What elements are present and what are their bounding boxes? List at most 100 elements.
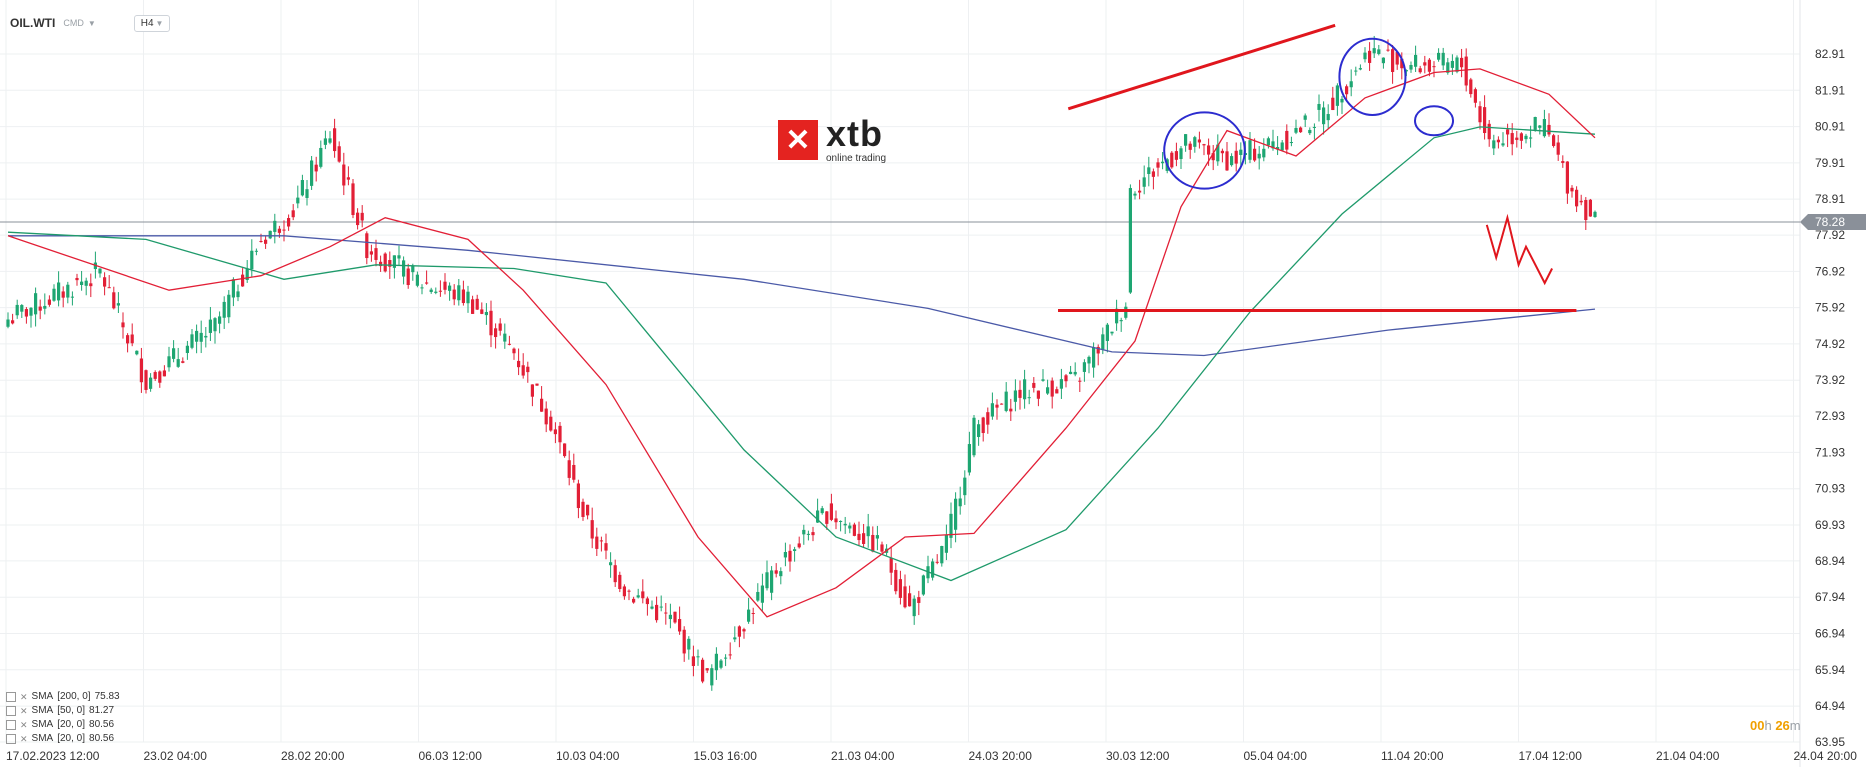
candle-down [981,417,985,434]
candle-up [875,535,879,539]
symbol-name[interactable]: OIL.WTI [10,16,56,30]
candle-up [411,265,415,273]
candle-up [116,303,120,306]
y-tick-label: 65.94 [1815,663,1845,677]
candle-down [986,412,990,425]
candle-down [622,586,626,597]
candle-down [489,310,493,336]
candle-up [972,417,976,456]
chevron-down-icon: ▼ [155,18,164,28]
candle-down [1469,79,1473,95]
candle-up [1593,211,1597,218]
candle-down [1473,89,1477,103]
candle-down [1552,135,1556,146]
settings-icon[interactable] [6,734,16,744]
candle-up [15,304,19,316]
candle-up [1115,308,1119,324]
candle-up [434,291,438,293]
candle-up [760,585,764,603]
candle-down [1253,148,1257,161]
candle-up [415,274,419,286]
candle-up [1257,153,1261,159]
candle-up [397,255,401,259]
candle-down [1588,199,1592,217]
candle-up [719,660,723,668]
candle-down [572,464,576,480]
candle-up [296,197,300,204]
candle-up [319,147,323,167]
legend-row[interactable]: ✕ SMA [20, 0] 80.56 [6,732,120,746]
candle-down [917,597,921,603]
candle-down [388,260,392,267]
candle-down [153,372,157,379]
settings-icon[interactable] [6,706,16,716]
candle-up [305,189,309,198]
candle-up [963,477,967,496]
candle-up [80,281,84,285]
x-tick-label: 24.03 20:00 [969,749,1033,763]
candle-up [29,307,33,316]
candle-down [553,429,557,435]
close-icon[interactable]: ✕ [20,706,28,716]
candle-up [921,575,925,595]
y-tick-label: 70.93 [1815,482,1845,496]
candle-down [645,598,649,605]
candle-down [333,128,337,152]
y-tick-label: 69.93 [1815,518,1845,532]
candle-up [273,220,277,232]
close-icon[interactable]: ✕ [20,692,28,702]
candle-up [1349,81,1353,88]
settings-icon[interactable] [6,720,16,730]
y-tick-label: 64.94 [1815,699,1845,713]
candle-up [949,513,953,538]
candle-down [1036,390,1040,399]
legend-value: 80.56 [89,719,115,730]
candle-down [678,619,682,632]
trend-line [1067,23,1336,111]
settings-icon[interactable] [6,692,16,702]
candle-down [1299,127,1303,133]
candle-down [480,309,484,314]
chevron-down-icon[interactable]: ▼ [87,18,96,28]
candle-up [793,549,797,552]
candle-down [604,543,608,551]
candle-down [383,253,387,272]
candle-up [1004,391,1008,411]
candle-down [369,251,373,255]
candle-up [236,291,240,298]
close-icon[interactable]: ✕ [20,734,28,744]
candle-down [852,524,856,536]
legend-row[interactable]: ✕ SMA [50, 0] 81.27 [6,704,120,718]
candle-up [222,301,226,318]
candle-up [323,138,327,145]
candle-up [1326,114,1330,121]
candle-down [862,533,866,544]
candle-up [6,319,10,327]
candle-down [1483,107,1487,134]
candle-down [1331,97,1335,111]
candle-down [521,365,525,376]
candle-down [360,212,364,221]
timeframe-select[interactable]: H4 ▼ [133,14,171,32]
candle-up [1358,68,1362,70]
candle-up [1082,362,1086,372]
candle-up [98,268,102,274]
candle-up [710,668,714,686]
countdown-hours: 00 [1750,718,1765,733]
candle-down [181,361,185,363]
legend-row[interactable]: ✕ SMA [200, 0] 75.83 [6,690,120,704]
candle-down [576,483,580,509]
candle-up [958,498,962,507]
candle-up [1529,137,1533,139]
toolbar: OIL.WTI CMD ▼ H4 ▼ [10,12,171,34]
candle-up [52,288,56,301]
close-icon[interactable]: ✕ [20,720,28,730]
candle-up [1041,379,1045,381]
candle-down [461,289,465,304]
candle-up [167,356,171,368]
candle-up [1322,107,1326,125]
legend-row[interactable]: ✕ SMA [20, 0] 80.56 [6,718,120,732]
x-tick-label: 11.04 20:00 [1381,749,1444,763]
candle-down [1460,57,1464,68]
x-tick-label: 17.02.2023 12:00 [6,749,100,763]
